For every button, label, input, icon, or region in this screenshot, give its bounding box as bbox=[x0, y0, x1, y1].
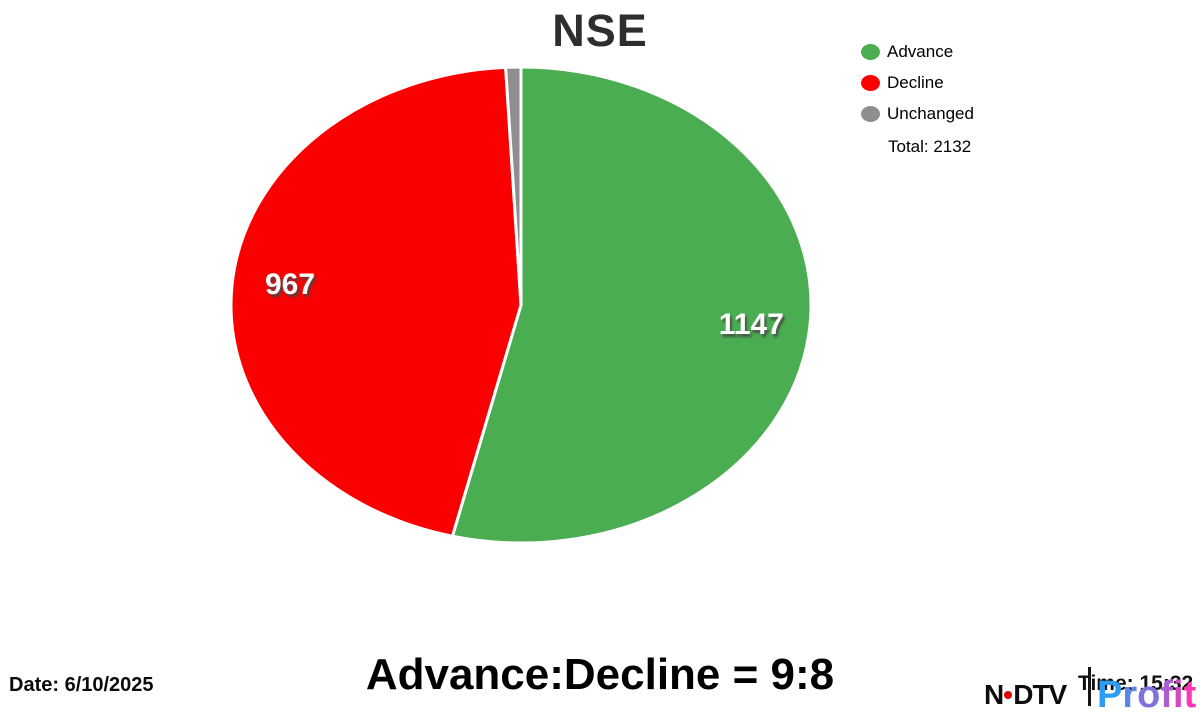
logo-separator-bar bbox=[1088, 667, 1091, 706]
pie-slice-decline bbox=[229, 65, 523, 538]
profit-letter: i bbox=[1173, 674, 1184, 716]
legend-swatch-advance bbox=[861, 43, 880, 60]
legend-swatch-decline bbox=[861, 74, 880, 91]
legend-item-decline: Decline bbox=[861, 74, 974, 91]
profit-letter: P bbox=[1097, 674, 1123, 716]
legend-item-advance: Advance bbox=[861, 43, 974, 60]
ndtv-letter-n: N bbox=[984, 679, 1004, 710]
ndtv-red-dot-icon bbox=[1004, 690, 1013, 699]
date-text: Date: 6/10/2025 bbox=[9, 674, 154, 696]
legend-label-advance: Advance bbox=[887, 42, 954, 61]
legend-label-unchanged: Unchanged bbox=[887, 104, 974, 123]
ndtv-letters-dtv: DTV bbox=[1013, 679, 1067, 710]
legend-item-unchanged: Unchanged bbox=[861, 105, 974, 122]
legend-total: Total: 2132 bbox=[888, 137, 972, 156]
slice-value-label-decline: 967 bbox=[265, 268, 315, 301]
ndtv-profit-logo: N DTV Profit bbox=[984, 660, 1200, 720]
time-text: Time: 15:32 bbox=[1078, 672, 1194, 695]
pie-slice-unchanged bbox=[504, 65, 523, 307]
profit-letter: t bbox=[1183, 674, 1197, 716]
legend: Advance Decline Unchanged Total: 2132 bbox=[861, 43, 974, 155]
profit-letter: r bbox=[1122, 674, 1138, 716]
profit-letter: f bbox=[1160, 674, 1174, 716]
legend-swatch-unchanged bbox=[861, 105, 880, 122]
legend-label-decline: Decline bbox=[887, 73, 944, 92]
slice-value-label-advance: 1147 bbox=[719, 308, 784, 341]
advance-decline-ratio-text: Advance:Decline = 9:8 bbox=[365, 650, 835, 699]
ndtv-logo-text: N DTV bbox=[984, 679, 1067, 710]
profit-logo-text: Profit bbox=[1097, 676, 1196, 714]
pie-slice-advance bbox=[450, 65, 813, 545]
chart-title: NSE bbox=[552, 5, 648, 56]
profit-letter: o bbox=[1137, 674, 1161, 716]
